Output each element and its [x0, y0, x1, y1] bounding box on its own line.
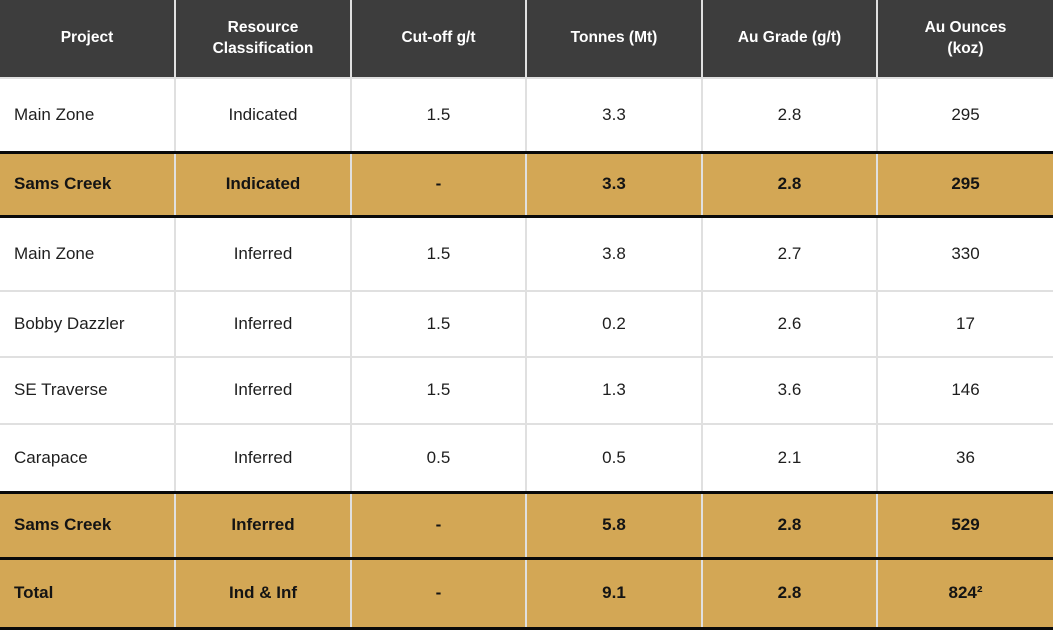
- cell-grade: 2.7: [702, 215, 878, 291]
- cell-project: Main Zone: [0, 215, 176, 291]
- cell-ounces: 36: [877, 422, 1053, 493]
- cell-grade: 2.8: [702, 76, 878, 153]
- cell-grade: 2.8: [702, 490, 878, 560]
- cell-cutoff: 1.5: [351, 215, 527, 291]
- column-header-project: Project: [0, 0, 176, 79]
- cell-ounces: 17: [877, 289, 1053, 357]
- header-row: Project Resource Classification Cut-off …: [0, 0, 1053, 79]
- cell-grade: 2.8: [702, 150, 878, 218]
- cell-tonnes: 3.8: [526, 215, 703, 291]
- cell-tonnes: 0.2: [526, 289, 703, 357]
- table-row: SE Traverse Inferred 1.5 1.3 3.6 146: [0, 355, 1053, 424]
- cell-cutoff: 1.5: [351, 289, 527, 357]
- cell-classification: Indicated: [175, 76, 352, 153]
- cell-tonnes: 5.8: [526, 490, 703, 560]
- column-header-grade: Au Grade (g/t): [702, 0, 878, 79]
- cell-grade: 2.8: [702, 556, 878, 631]
- cell-project: Bobby Dazzler: [0, 289, 176, 357]
- table-row-subtotal-inferred: Sams Creek Inferred - 5.8 2.8 529: [0, 490, 1053, 560]
- cell-classification: Ind & Inf: [175, 556, 352, 631]
- cell-project: Sams Creek: [0, 490, 176, 560]
- cell-project: Sams Creek: [0, 150, 176, 218]
- column-header-cutoff: Cut-off g/t: [351, 0, 527, 79]
- cell-classification: Inferred: [175, 422, 352, 493]
- cell-tonnes: 0.5: [526, 422, 703, 493]
- cell-tonnes: 9.1: [526, 556, 703, 631]
- cell-project: SE Traverse: [0, 355, 176, 424]
- cell-tonnes: 1.3: [526, 355, 703, 424]
- cell-project: Total: [0, 556, 176, 631]
- cell-grade: 2.6: [702, 289, 878, 357]
- column-header-tonnes: Tonnes (Mt): [526, 0, 703, 79]
- cell-ounces: 529: [877, 490, 1053, 560]
- cell-classification: Indicated: [175, 150, 352, 218]
- column-header-classification: Resource Classification: [175, 0, 352, 79]
- cell-cutoff: -: [351, 556, 527, 631]
- cell-ounces: 295: [877, 150, 1053, 218]
- cell-cutoff: 0.5: [351, 422, 527, 493]
- cell-classification: Inferred: [175, 355, 352, 424]
- table-row: Carapace Inferred 0.5 0.5 2.1 36: [0, 422, 1053, 493]
- cell-cutoff: 1.5: [351, 355, 527, 424]
- cell-cutoff: -: [351, 490, 527, 560]
- table-row-subtotal-indicated: Sams Creek Indicated - 3.3 2.8 295: [0, 150, 1053, 218]
- cell-classification: Inferred: [175, 289, 352, 357]
- cell-grade: 2.1: [702, 422, 878, 493]
- cell-ounces: 824²: [877, 556, 1053, 631]
- cell-classification: Inferred: [175, 490, 352, 560]
- cell-project: Main Zone: [0, 76, 176, 153]
- table-row: Main Zone Inferred 1.5 3.8 2.7 330: [0, 215, 1053, 291]
- cell-project: Carapace: [0, 422, 176, 493]
- cell-tonnes: 3.3: [526, 76, 703, 153]
- cell-ounces: 330: [877, 215, 1053, 291]
- cell-cutoff: -: [351, 150, 527, 218]
- cell-tonnes: 3.3: [526, 150, 703, 218]
- column-header-ounces: Au Ounces (koz): [877, 0, 1053, 79]
- cell-classification: Inferred: [175, 215, 352, 291]
- table-row: Main Zone Indicated 1.5 3.3 2.8 295: [0, 76, 1053, 153]
- cell-ounces: 146: [877, 355, 1053, 424]
- cell-ounces: 295: [877, 76, 1053, 153]
- table-row: Bobby Dazzler Inferred 1.5 0.2 2.6 17: [0, 289, 1053, 357]
- table-row-total: Total Ind & Inf - 9.1 2.8 824²: [0, 556, 1053, 631]
- cell-cutoff: 1.5: [351, 76, 527, 153]
- cell-grade: 3.6: [702, 355, 878, 424]
